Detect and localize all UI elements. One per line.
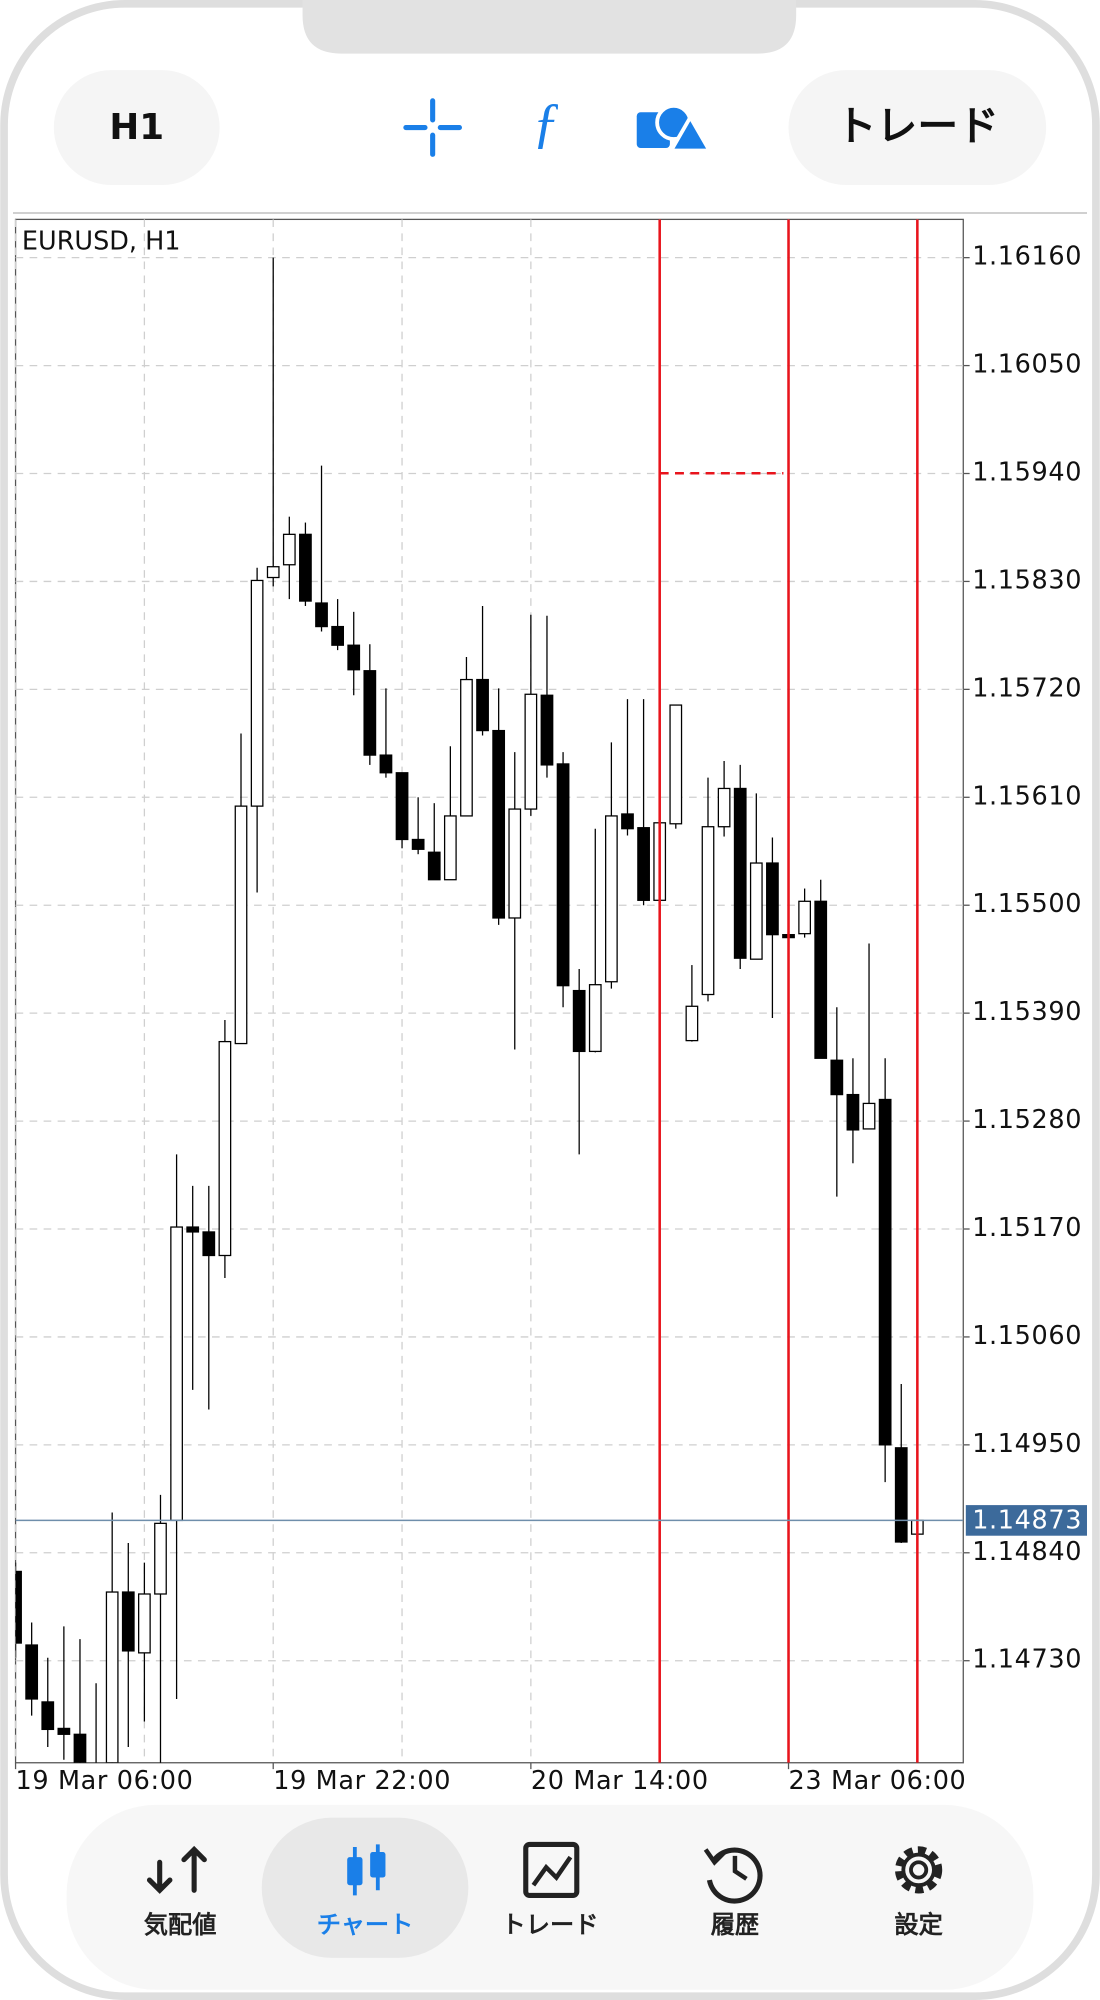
indicators-button[interactable]: ƒ	[532, 93, 560, 155]
chart-title: EURUSD, H1	[22, 226, 181, 256]
candle-body	[669, 704, 683, 825]
candle-body	[154, 1522, 167, 1595]
candle-body	[766, 862, 779, 936]
notch	[302, 0, 797, 54]
candle-body	[621, 813, 634, 830]
objects-button[interactable]	[636, 103, 713, 153]
candle-body	[186, 1226, 200, 1233]
plot	[15, 219, 964, 1763]
candle-body	[395, 772, 409, 841]
candle-body	[894, 1447, 908, 1543]
candle-body	[862, 1102, 876, 1130]
candle-body	[331, 625, 345, 646]
active-tab-background	[261, 1817, 469, 1958]
trade-button-label: トレード	[836, 102, 999, 150]
candle-body	[15, 1570, 22, 1644]
y-tick-label: 1.15830	[972, 565, 1082, 595]
trade-tab[interactable]: トレード	[502, 1841, 599, 1939]
y-tick-label: 1.15060	[972, 1321, 1082, 1351]
y-tick-label: 1.15610	[972, 781, 1082, 811]
candle-body	[234, 805, 248, 1045]
tab-label: 気配値	[144, 1911, 217, 1939]
y-tick-label: 1.15940	[972, 458, 1082, 488]
candle-body	[73, 1733, 87, 1763]
candle-body	[121, 1591, 135, 1652]
y-tick-label: 1.15720	[972, 673, 1082, 703]
candle-body	[524, 693, 538, 810]
candle-body	[798, 900, 812, 935]
candle-body	[492, 729, 506, 919]
current-price-label: 1.14873	[972, 1506, 1082, 1536]
candle-body	[25, 1644, 39, 1700]
y-tick-label: 1.16160	[972, 242, 1082, 272]
candle-body	[411, 838, 425, 850]
chart-tab[interactable]: チャート	[317, 1844, 414, 1939]
timeframe-button[interactable]	[53, 70, 220, 185]
candle-body	[299, 533, 312, 602]
candle-body	[138, 1593, 151, 1654]
candle-body	[637, 827, 650, 901]
candle-body	[685, 1005, 699, 1042]
candle-body	[427, 851, 441, 881]
chart: 1.16160 1.16050 1.15940 1.15830 1.15720 1.156…	[14, 218, 1087, 1796]
x-tick-label: 20 Mar 14:00	[531, 1766, 709, 1796]
tab-label: トレード	[502, 1911, 599, 1939]
candle-body	[282, 533, 296, 566]
y-tick-label: 1.15280	[972, 1105, 1082, 1135]
candle-body	[363, 670, 377, 756]
candle-body	[733, 787, 747, 959]
candle-body	[572, 989, 586, 1053]
candle-body	[508, 808, 522, 919]
axes: 1.16160 1.16050 1.15940 1.15830 1.15720 1.156…	[14, 242, 1087, 1796]
candle-body	[443, 815, 457, 881]
candle-body	[218, 1040, 232, 1257]
candle-body	[540, 694, 554, 766]
y-tick-label: 1.14730	[972, 1645, 1082, 1675]
candle-body	[476, 678, 489, 732]
candle-body	[556, 763, 570, 987]
candle-body	[749, 862, 763, 960]
candle-body	[701, 826, 715, 996]
candle-body	[717, 787, 731, 828]
trade-button[interactable]	[788, 70, 1047, 185]
settings-tab[interactable]: 設定	[894, 1846, 944, 1939]
y-tick-label: 1.15170	[972, 1213, 1082, 1243]
y-tick-label: 1.16050	[972, 350, 1082, 380]
candle-body	[605, 815, 618, 983]
history-tab[interactable]: 履歴	[703, 1847, 763, 1939]
candle-body	[250, 579, 264, 807]
candle-body	[57, 1727, 71, 1735]
x-tick-label: 19 Mar 06:00	[16, 1766, 194, 1796]
candle-body	[814, 900, 828, 1059]
tab-label: 履歴	[711, 1911, 759, 1939]
y-tick-label: 1.14950	[972, 1429, 1082, 1459]
quotes-tab[interactable]: 気配値	[144, 1845, 217, 1939]
candle-body	[379, 754, 393, 774]
tab-label: チャート	[317, 1911, 414, 1939]
candle-body	[588, 984, 602, 1053]
tab-label: 設定	[894, 1911, 943, 1939]
candle-body	[460, 678, 473, 817]
candle-body	[41, 1701, 55, 1731]
candle-body	[105, 1591, 119, 1763]
y-tick-label: 1.15390	[972, 997, 1082, 1027]
candle-body	[830, 1059, 844, 1096]
y-tick-label: 1.14840	[972, 1537, 1082, 1567]
candle-body	[315, 602, 328, 628]
crosshair-button[interactable]	[403, 98, 462, 157]
candle-body	[170, 1226, 183, 1522]
timeframe-label: H1	[109, 107, 164, 148]
x-tick-label: 19 Mar 22:00	[273, 1766, 451, 1796]
candle-body	[347, 644, 361, 671]
candle-body	[878, 1098, 892, 1446]
candle-body	[202, 1231, 216, 1257]
y-tick-label: 1.15500	[972, 889, 1082, 919]
candle-body	[846, 1093, 860, 1131]
x-tick-label: 23 Mar 06:00	[789, 1766, 967, 1796]
candle-body	[266, 566, 280, 579]
current-price-box	[965, 1505, 1087, 1536]
